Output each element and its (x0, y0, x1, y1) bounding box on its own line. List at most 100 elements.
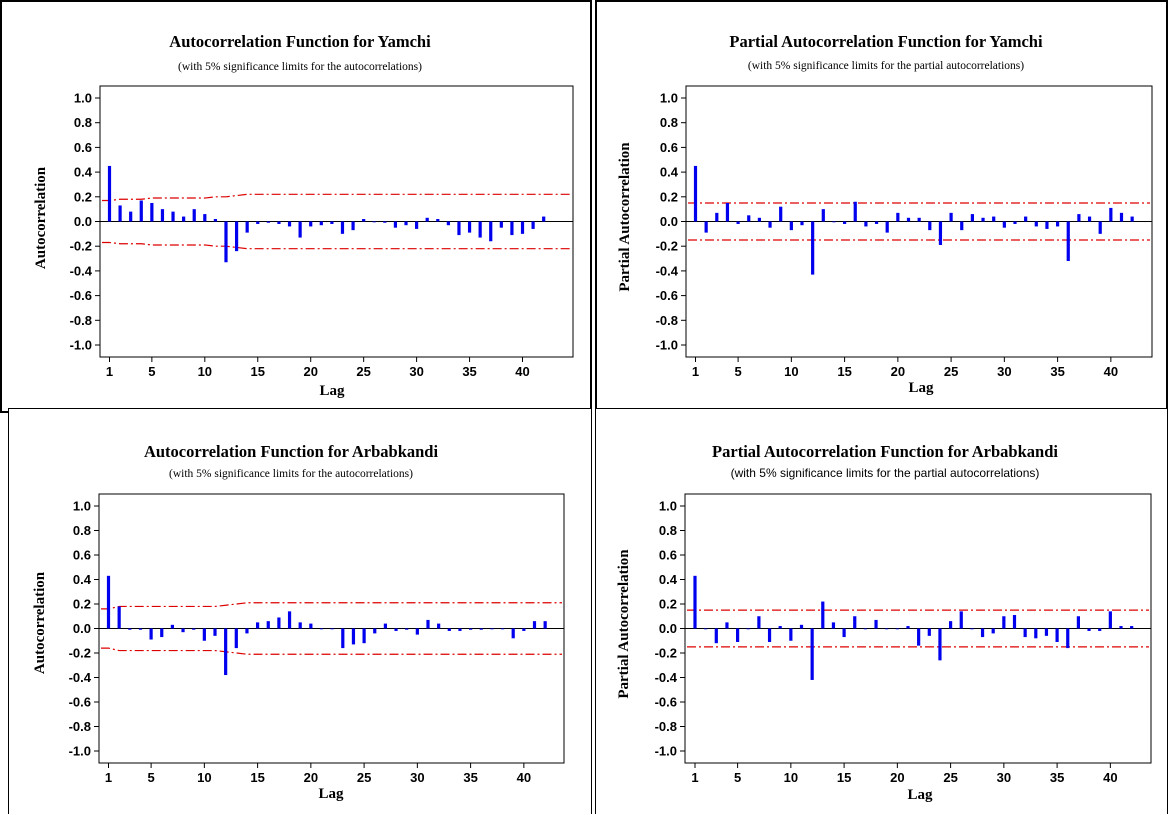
acf-bar (746, 628, 750, 630)
acf-bar (1002, 616, 1006, 629)
x-tick-label: 20 (303, 364, 317, 379)
y-tick-label: -1.0 (655, 744, 677, 759)
upper-significance-limit (101, 602, 562, 610)
chart-title: Partial Autocorrelation Function for Arb… (712, 442, 1058, 461)
plot-area: 1.00.80.60.40.20.0-0.2-0.4-0.6-0.8-1.01 5… (70, 85, 574, 379)
acf-bar (330, 628, 334, 630)
y-tick-label: -0.4 (69, 670, 92, 685)
acf-bar (170, 624, 174, 629)
x-tick-label: 1 (691, 770, 698, 785)
y-tick-label: 0.2 (74, 189, 92, 204)
acf-bar (522, 628, 526, 631)
acf-bar (467, 221, 472, 233)
acf-bar (789, 221, 793, 231)
acf-bar (256, 221, 260, 224)
acf-bar (981, 217, 985, 222)
x-tick-label: 10 (784, 364, 798, 379)
x-tick-label: 35 (1050, 364, 1064, 379)
acf-bar (831, 622, 836, 629)
x-tick-label: 30 (997, 364, 1011, 379)
acf-bar (150, 202, 154, 222)
y-tick-label: 0.0 (660, 214, 678, 229)
acf-bar (383, 623, 387, 629)
acf-bar (362, 219, 366, 222)
x-tick-label: 15 (251, 364, 265, 379)
acf-bar (885, 628, 889, 630)
chart-subtitle: (with 5% significance limits for the aut… (178, 61, 422, 73)
acf-bar (160, 209, 165, 222)
acf-bar (991, 628, 995, 634)
acf-bar (373, 628, 377, 634)
acf-bar (747, 215, 751, 222)
y-axis-label: Autocorrelation (33, 166, 49, 269)
pacf-yamchi-panel: Partial Autocorrelation Function for Yam… (595, 0, 1168, 413)
acf-bar (906, 626, 910, 629)
acf-bar (810, 628, 814, 680)
acf-bar (256, 622, 260, 629)
acf-bar (393, 221, 398, 228)
y-tick-label: -1.0 (69, 744, 91, 759)
acf-bar (129, 211, 133, 222)
acf-bar (425, 217, 429, 222)
acf-bar (245, 628, 249, 634)
acf-bar (1076, 616, 1080, 629)
x-axis-label: Lag (318, 786, 344, 802)
acf-bar (531, 221, 535, 229)
acf-bar (885, 221, 889, 233)
y-tick-label: -0.6 (655, 695, 677, 710)
acf-bar (372, 221, 376, 223)
plot-area: 1.00.80.60.40.20.0-0.2-0.4-0.6-0.8-1.01 5… (655, 493, 1152, 785)
x-tick-label: 25 (943, 770, 957, 785)
acf-bar (202, 628, 206, 641)
acf-bar (1023, 628, 1027, 638)
acf-bar (704, 221, 708, 233)
acf-bar (277, 221, 281, 224)
y-tick-label: 0.8 (660, 115, 678, 130)
x-tick-label: 25 (356, 364, 370, 379)
acf-bar (458, 628, 462, 631)
chart-subtitle: (with 5% significance limits for the par… (748, 60, 1024, 72)
x-tick-label: 40 (517, 770, 531, 785)
x-tick-label: 20 (890, 770, 904, 785)
acf-bar (1013, 221, 1017, 224)
acf-bar (938, 628, 942, 661)
acf-bar (309, 623, 313, 629)
x-tick-label: 30 (997, 770, 1011, 785)
acf-bar (490, 628, 494, 630)
x-tick-label: 10 (197, 770, 211, 785)
acf-bar (415, 628, 419, 635)
acf-bar (768, 221, 772, 228)
acf-bar (415, 221, 419, 229)
acf-bar (234, 628, 238, 649)
acf-bar (1066, 221, 1070, 262)
acf-bar (1130, 626, 1134, 629)
acf-bar (203, 214, 207, 222)
y-tick-label: 0.2 (659, 597, 677, 612)
acf-bar (446, 221, 450, 226)
y-tick-label: -0.4 (655, 670, 678, 685)
acf-bar (309, 221, 313, 227)
acf-bar (906, 217, 911, 222)
y-tick-label: 0.6 (73, 548, 91, 563)
x-tick-label: 25 (357, 770, 371, 785)
acf-bar (693, 165, 698, 222)
acf-bar (767, 628, 772, 642)
x-axis-label: Lag (907, 787, 933, 803)
y-tick-label: -0.6 (70, 288, 92, 303)
acf-bar (970, 214, 974, 222)
y-tick-label: 0.8 (74, 115, 92, 130)
acf-bar (319, 628, 324, 630)
acf-bar (1130, 216, 1134, 222)
x-tick-label: 1 (105, 770, 112, 785)
acf-bar (107, 165, 112, 222)
acf-bar (118, 205, 122, 222)
x-tick-label: 1 (692, 364, 699, 379)
acf-bar (510, 221, 514, 236)
acf-bar (330, 221, 334, 224)
chart-title: Autocorrelation Function for Yamchi (169, 32, 431, 51)
acf-bar (821, 209, 825, 222)
acf-bar (1034, 221, 1038, 227)
x-tick-label: 15 (250, 770, 264, 785)
plot-area: 1.00.80.60.40.20.0-0.2-0.4-0.6-0.8-1.01 5… (656, 85, 1153, 379)
y-tick-label: 1.0 (660, 91, 678, 106)
